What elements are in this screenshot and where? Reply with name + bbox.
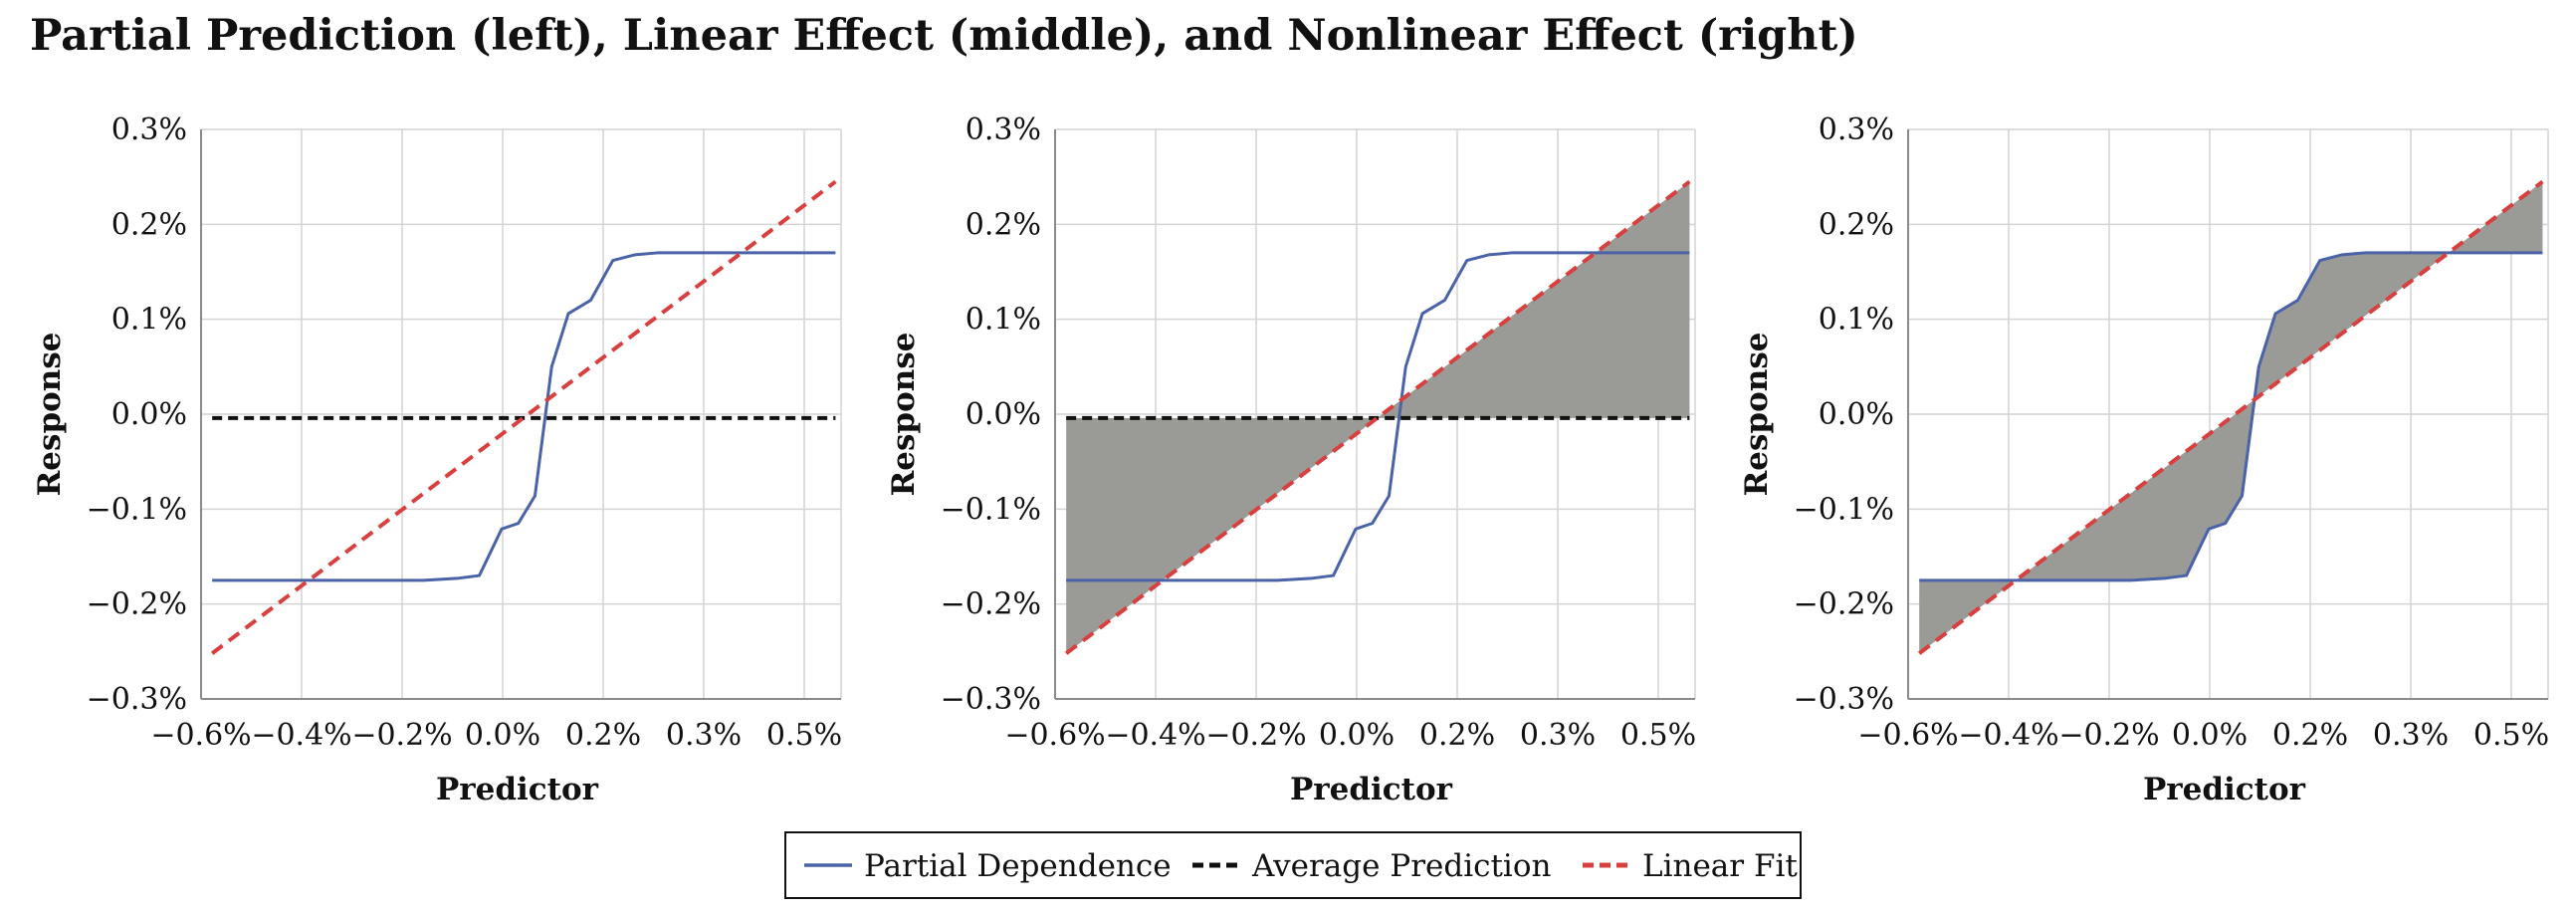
x-tick-label: 0.0% (2172, 718, 2248, 753)
y-axis-title: Response (1739, 332, 1775, 496)
y-tick-label: 0.2% (1819, 207, 1894, 242)
chart-panel-2: 0.3% 0.2% 0.1% 0.0% −0.1% −0.2% −0.3%−0.6% −0.4… (886, 113, 1696, 807)
x-tick-label: 0.5% (2473, 718, 2549, 753)
legend-label: Average Prediction (1251, 848, 1552, 884)
legend-label: Linear Fit (1642, 848, 1798, 884)
x-tick-label: 0.5% (1620, 718, 1696, 753)
y-tick-label: −0.1% (941, 492, 1041, 527)
x-tick-label: 0.3% (2373, 718, 2449, 753)
y-tick-label: 0.3% (966, 113, 1041, 147)
series-line-partial-dependence (212, 251, 836, 582)
y-axis-title: Response (32, 332, 68, 496)
legend: Partial Dependence Average Prediction Line… (784, 831, 1802, 899)
x-tick-label: 0.2% (1419, 718, 1495, 753)
y-tick-label: 0.0% (1819, 397, 1894, 432)
y-tick-label: 0.1% (111, 303, 187, 338)
chart-panel-1: 0.3% 0.2% 0.1% 0.0% −0.1% −0.2% −0.3%−0.6% −0.4… (32, 113, 842, 807)
x-tick-label: −0.4% (1105, 718, 1205, 753)
x-axis-title: Predictor (436, 772, 599, 807)
figure-title: Partial Prediction (left), Linear Effect… (30, 11, 1858, 61)
legend-box (784, 831, 1802, 899)
series-line-partial-dependence (1066, 251, 1690, 582)
x-tick-label: −0.6% (150, 718, 251, 753)
x-tick-label: −0.2% (1205, 718, 1306, 753)
series-line-linear-fit (1917, 179, 2544, 655)
y-tick-label: −0.3% (941, 682, 1041, 717)
series-line-linear-fit (210, 179, 837, 655)
x-tick-label: 0.3% (1520, 718, 1596, 753)
x-tick-label: −0.2% (351, 718, 452, 753)
y-tick-label: 0.0% (966, 397, 1041, 432)
x-tick-label: −0.6% (1857, 718, 1958, 753)
y-tick-label: 0.3% (111, 113, 187, 147)
y-tick-label: −0.2% (1794, 587, 1894, 622)
panels: 0.3%0.2%0.1%0.0%−0.1%−0.2%−0.3%−0.6% −0.4… (32, 113, 2549, 807)
y-tick-label: 0.2% (966, 207, 1041, 242)
y-tick-label: 0.2% (111, 207, 187, 242)
series-line-partial-dependence (1919, 251, 2543, 582)
legend-label: Partial Dependence (864, 848, 1172, 884)
y-tick-label: −0.2% (87, 587, 187, 622)
y-tick-label: 0.1% (1819, 303, 1894, 338)
x-tick-label: 0.2% (565, 718, 641, 753)
y-axis-title: Response (886, 332, 922, 496)
y-tick-label: −0.1% (87, 492, 187, 527)
x-tick-label: 0.0% (1319, 718, 1395, 753)
x-tick-label: −0.6% (1004, 718, 1105, 753)
x-tick-label: −0.2% (2058, 718, 2159, 753)
y-tick-label: 0.1% (966, 303, 1041, 338)
x-tick-label: 0.0% (465, 718, 540, 753)
x-tick-label: 0.5% (766, 718, 842, 753)
y-tick-label: −0.3% (1794, 682, 1894, 717)
x-tick-label: 0.3% (666, 718, 742, 753)
x-axis-title: Predictor (1290, 772, 1453, 807)
y-tick-label: −0.1% (1794, 492, 1894, 527)
chart-panel-3: 0.3% 0.2% 0.1% 0.0% −0.1% −0.2% −0.3%−0.6% −0.4… (1739, 113, 2549, 807)
x-tick-label: 0.2% (2272, 718, 2348, 753)
y-tick-label: 0.3% (1819, 113, 1894, 147)
x-tick-label: −0.4% (1958, 718, 2058, 753)
x-tick-label: −0.4% (251, 718, 351, 753)
y-tick-label: −0.2% (941, 587, 1041, 622)
y-tick-label: 0.0% (111, 397, 187, 432)
y-tick-label: −0.3% (87, 682, 187, 717)
series-line-linear-fit (1064, 179, 1691, 655)
x-axis-title: Predictor (2143, 772, 2306, 807)
